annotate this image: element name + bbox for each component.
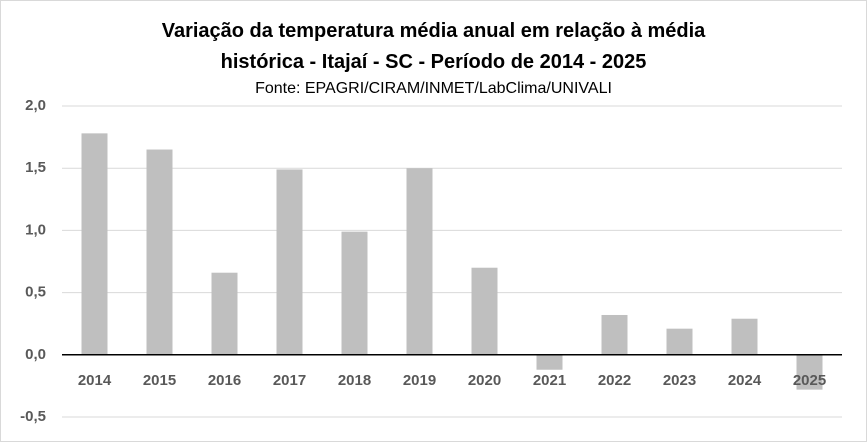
- bar: [731, 318, 758, 355]
- y-tick-label: 0,0: [25, 346, 46, 363]
- y-tick-label: 1,0: [25, 221, 46, 238]
- bar: [341, 231, 368, 355]
- chart-subtitle: Fonte: EPAGRI/CIRAM/INMET/LabClima/UNIVA…: [255, 80, 612, 97]
- x-tick-label: 2022: [598, 372, 631, 389]
- y-tick-label: 0,5: [25, 284, 46, 301]
- bar: [666, 328, 693, 355]
- x-tick-label: 2024: [728, 372, 762, 389]
- y-tick-label: 2,0: [25, 97, 46, 114]
- x-tick-label: 2017: [273, 372, 306, 389]
- bar: [601, 314, 628, 355]
- x-tick-label: 2020: [468, 372, 501, 389]
- bar: [81, 133, 108, 355]
- x-tick-label: 2023: [663, 372, 696, 389]
- x-tick-label: 2016: [208, 372, 241, 389]
- bar: [536, 354, 563, 370]
- x-tick-label: 2019: [403, 372, 436, 389]
- bar: [406, 168, 433, 355]
- x-tick-label: 2025: [793, 372, 826, 389]
- y-tick-label: 1,5: [25, 159, 46, 176]
- y-tick-label: -0,5: [20, 408, 46, 425]
- bar: [146, 149, 173, 355]
- x-tick-label: 2014: [78, 372, 112, 389]
- bar: [796, 354, 823, 390]
- chart-title: Variação da temperatura média anual em r…: [161, 20, 706, 73]
- x-tick-label: 2018: [338, 372, 371, 389]
- bar: [471, 267, 498, 355]
- x-tick-label: 2021: [533, 372, 566, 389]
- bar: [276, 169, 303, 355]
- bar: [211, 272, 238, 355]
- x-tick-label: 2015: [143, 372, 176, 389]
